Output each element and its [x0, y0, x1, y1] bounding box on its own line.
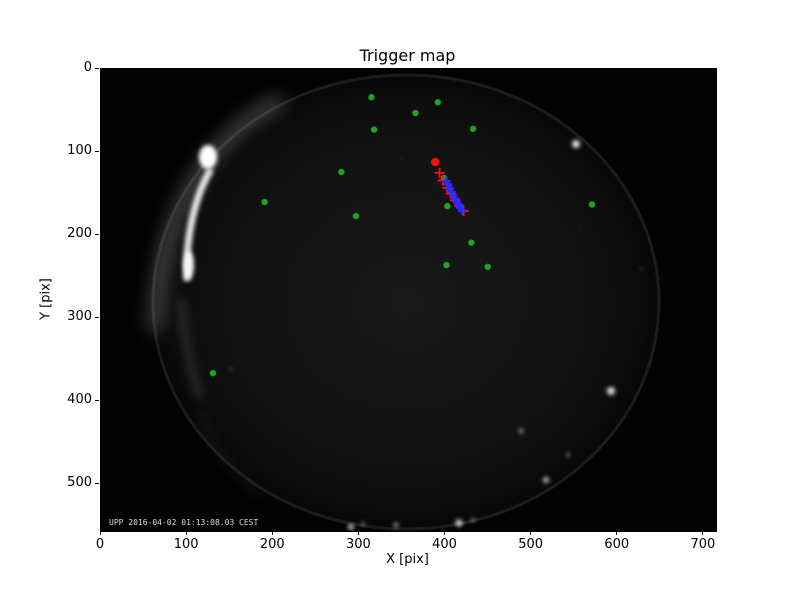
track-head-red-marker — [431, 157, 440, 167]
trigger-green-marker — [484, 263, 491, 270]
trigger-green-marker — [434, 99, 441, 106]
x-tick-mark — [271, 531, 273, 535]
y-tick-label: 300 — [67, 309, 92, 325]
y-tick-mark — [95, 233, 99, 235]
trigger-green-marker — [588, 201, 596, 208]
x-tick-mark — [185, 531, 187, 535]
x-tick-label: 500 — [518, 537, 544, 552]
track-blue-marker — [457, 206, 467, 215]
x-tick-mark — [99, 531, 101, 535]
trigger-green-marker — [468, 239, 475, 246]
x-tick-label: 0 — [95, 537, 105, 552]
y-tick-label: 0 — [83, 60, 92, 75]
trigger-green-marker — [412, 109, 419, 117]
trigger-green-marker — [443, 261, 450, 269]
moonlight-arc — [150, 95, 285, 499]
x-axis-label: X [pix] — [386, 552, 429, 567]
sky-disc — [153, 75, 659, 529]
y-tick-mark — [95, 150, 99, 152]
y-tick-mark — [95, 316, 99, 318]
x-tick-label: 600 — [604, 537, 630, 552]
plot-area: UPP 2016-04-02 01:13:08.03 CEST — [100, 68, 717, 532]
x-tick-mark — [702, 531, 704, 535]
y-tick-mark — [95, 482, 99, 484]
trigger-green-marker — [368, 94, 375, 101]
y-tick-label: 400 — [67, 392, 92, 408]
y-tick-mark — [95, 67, 99, 69]
x-tick-label: 400 — [432, 537, 457, 552]
rim-bright-spots — [229, 140, 643, 530]
x-tick-mark — [444, 531, 446, 535]
x-tick-mark — [357, 531, 359, 535]
track-red-marker — [434, 167, 445, 178]
y-tick-label: 200 — [67, 226, 92, 242]
sky-camera-image: UPP 2016-04-02 01:13:08.03 CEST — [101, 69, 716, 531]
y-tick-label: 500 — [67, 475, 92, 491]
trigger-green-marker — [444, 202, 451, 210]
y-tick-label: 100 — [67, 143, 92, 159]
timestamp-overlay: UPP 2016-04-02 01:13:08.03 CEST — [109, 518, 258, 527]
trigger-green-marker — [352, 212, 360, 220]
trigger-green-marker — [209, 369, 217, 377]
x-tick-label: 200 — [259, 537, 285, 552]
x-tick-label: 700 — [690, 537, 716, 552]
plot-title: Trigger map — [359, 46, 456, 65]
x-tick-label: 100 — [173, 537, 199, 552]
scatter-markers — [209, 94, 596, 377]
trigger-green-marker — [469, 125, 477, 133]
trigger-green-marker — [370, 126, 378, 133]
trigger-green-marker — [261, 198, 268, 206]
x-tick-label: 300 — [345, 537, 371, 552]
y-tick-mark — [95, 399, 99, 401]
x-tick-mark — [530, 531, 532, 535]
x-tick-mark — [616, 531, 618, 535]
trigger-green-marker — [338, 168, 345, 176]
